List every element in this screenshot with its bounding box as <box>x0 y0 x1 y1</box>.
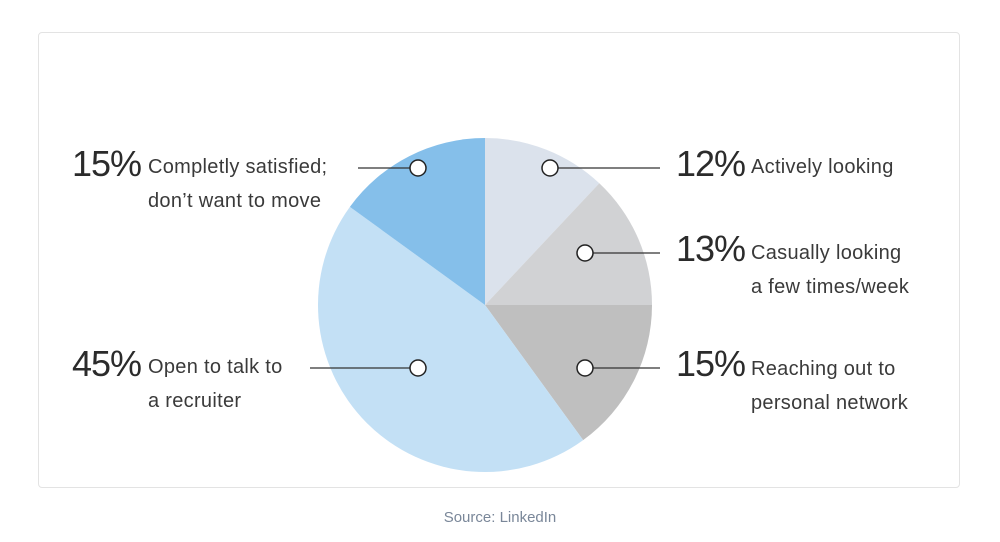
slice-label-line: a few times/week <box>751 276 910 298</box>
marker-dot <box>409 159 427 177</box>
marker-dot <box>541 159 559 177</box>
marker-dot <box>576 359 594 377</box>
pct-label: 13% <box>676 228 746 269</box>
pie-slice <box>485 305 652 441</box>
slice-label-line: Open to talk to <box>148 356 283 378</box>
slice-label-line: Casually looking <box>751 242 902 264</box>
marker-dot <box>576 244 594 262</box>
slice-label-line: a recruiter <box>148 390 242 412</box>
pie-slice <box>349 138 485 305</box>
slice-label-line: Reaching out to <box>751 358 896 380</box>
source-note: Source: LinkedIn <box>443 509 557 526</box>
chart-frame <box>38 32 960 488</box>
slice-label-line: personal network <box>751 392 909 414</box>
pie-slice <box>485 138 600 305</box>
slice-label-line: Completly satisfied; <box>148 156 328 178</box>
pct-label: 15% <box>676 343 746 384</box>
pct-label: 12% <box>676 143 746 184</box>
slice-label-line: don’t want to move <box>148 190 322 212</box>
slice-label-line: Actively looking <box>751 156 894 178</box>
pie-slice <box>318 206 584 473</box>
marker-dot <box>409 359 427 377</box>
pct-label: 45% <box>72 343 142 384</box>
pie-slice <box>485 183 652 305</box>
pct-label: 15% <box>72 143 142 184</box>
